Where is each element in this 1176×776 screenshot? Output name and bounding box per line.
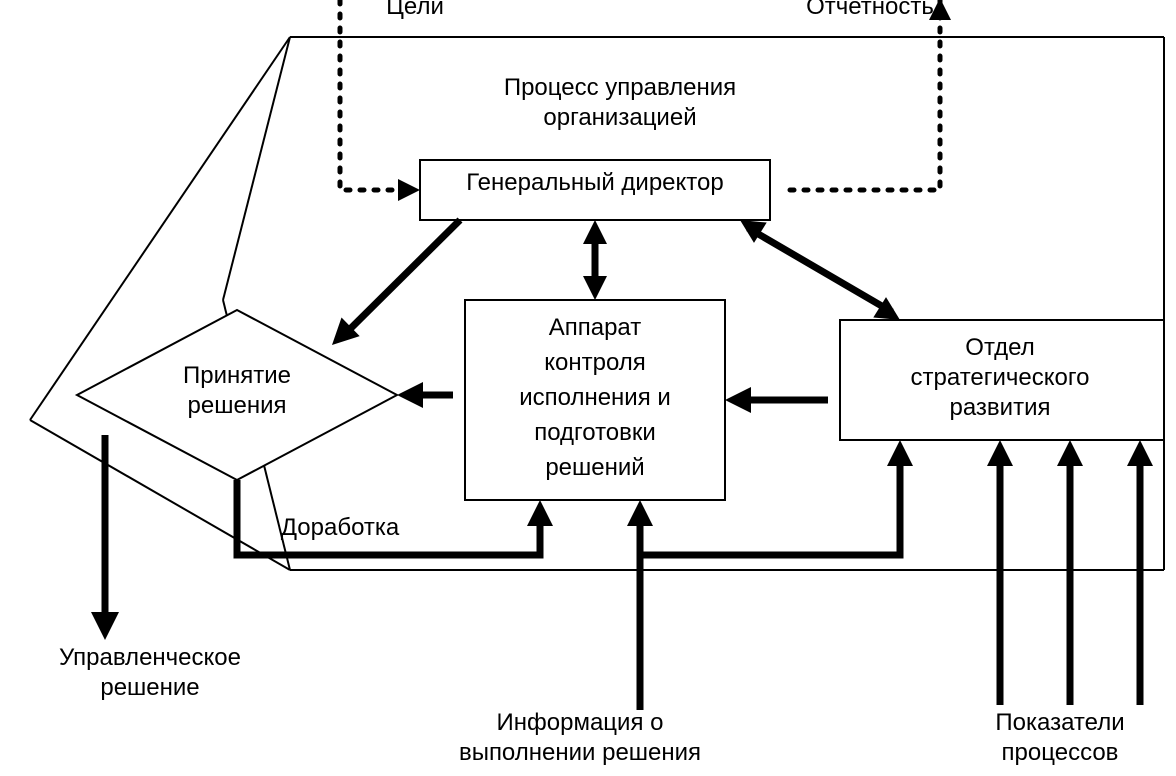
label-mgmt-2: решение	[100, 674, 199, 701]
label-reporting: Отчетность	[806, 0, 934, 20]
edge-goals	[340, 0, 402, 190]
apparatus1: Аппарат	[549, 314, 642, 341]
decision1: Принятие	[183, 362, 291, 389]
label-goals: Цели	[386, 0, 444, 20]
label-indicators-1: Показатели	[995, 709, 1124, 736]
dept2: стратегического	[911, 364, 1090, 391]
label-director: Генеральный директор	[466, 169, 723, 196]
apparatus3: исполнения и	[519, 384, 671, 411]
decision2: решения	[188, 392, 287, 419]
apparatus2: контроля	[544, 349, 646, 376]
label-info-2: выполнении решения	[459, 739, 701, 766]
edge-dir-decision	[342, 220, 460, 337]
envelope-notch-top	[223, 37, 290, 300]
label-mgmt-1: Управленческое	[59, 644, 241, 671]
label-indicators-2: процессов	[1002, 739, 1119, 766]
apparatus4: подготовки	[534, 419, 656, 446]
apparatus5: решений	[545, 454, 644, 481]
label-process-2: организацией	[543, 104, 696, 131]
edge-reporting	[788, 0, 940, 190]
edge-dir-dept	[748, 228, 892, 312]
dept1: Отдел	[965, 334, 1034, 361]
label-info-1: Информация о	[497, 709, 664, 736]
label-rework: Доработка	[281, 514, 400, 541]
dept3: развития	[950, 394, 1051, 421]
label-process-1: Процесс управления	[504, 74, 736, 101]
